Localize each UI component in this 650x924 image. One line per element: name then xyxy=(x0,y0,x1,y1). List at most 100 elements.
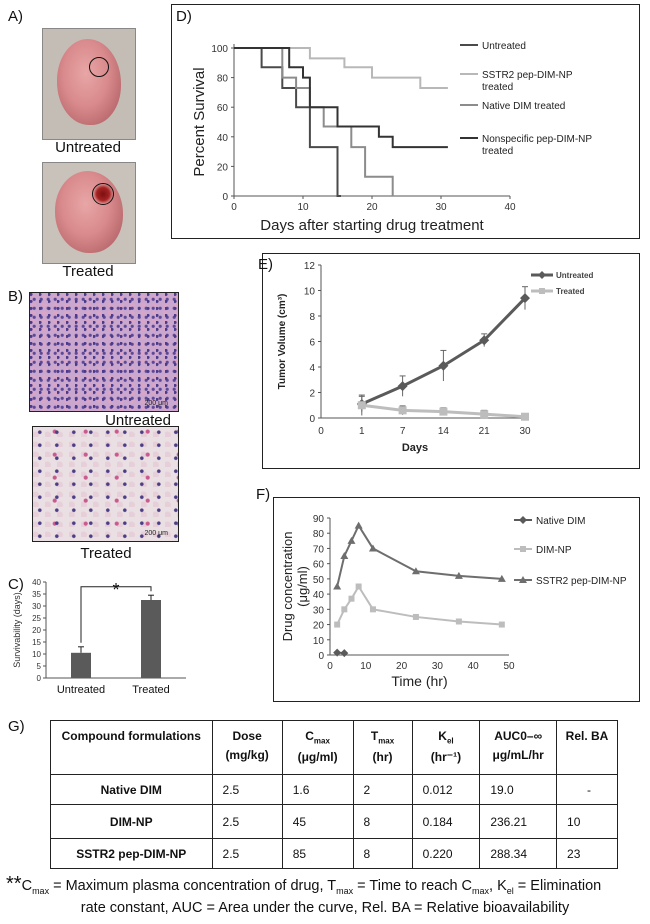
panel-e-label: E) xyxy=(258,256,273,273)
y-tick-label: 5 xyxy=(37,662,42,671)
panel-a-label: A) xyxy=(8,8,23,25)
y-tick-label: 8 xyxy=(309,312,315,323)
legend-marker xyxy=(520,546,526,552)
scale-bar: 200 μm xyxy=(144,530,169,537)
header-label: AUC0–∞ xyxy=(494,729,543,743)
data-point xyxy=(354,521,363,529)
header-unit: (μg/ml) xyxy=(297,750,338,765)
table-row: Native DIM 2.5 1.6 2 0.012 19.0- xyxy=(50,774,618,805)
data-point xyxy=(333,582,342,590)
bar-untreated xyxy=(71,652,91,678)
panel-d-frame xyxy=(171,4,640,239)
y-tick-label: 0 xyxy=(309,414,315,425)
table-cell: 2.5 xyxy=(211,838,283,869)
y-axis-label-unit: (μg/ml) xyxy=(295,566,310,607)
panel-b-treated-caption: Treated xyxy=(80,545,132,562)
header-subscript: max xyxy=(313,736,330,746)
legend-marker xyxy=(539,288,545,294)
table-cell: 85 xyxy=(281,838,354,869)
x-tick-label: 30 xyxy=(519,426,531,437)
header-label: T xyxy=(370,729,379,743)
scale-bar: 200 μm xyxy=(144,400,169,407)
data-point xyxy=(398,406,407,415)
panel-a-treated-caption: Treated xyxy=(62,263,114,280)
table-cell: 23 xyxy=(556,838,618,869)
data-point xyxy=(340,649,349,658)
chart-c: 0 5 10 15 20 25 30 35 40 Survivability (days) Untr… xyxy=(12,578,186,696)
y-tick-label: 40 xyxy=(32,578,41,587)
y-tick-label: 0 xyxy=(37,674,42,683)
y-tick-label: 0 xyxy=(318,651,324,662)
x-tick-label: 10 xyxy=(297,202,309,213)
x-tick-label: 21 xyxy=(479,426,491,437)
x-tick-label: 7 xyxy=(400,426,406,437)
y-tick-label: 60 xyxy=(217,103,229,114)
panel-b-untreated-caption: Untreated xyxy=(105,412,171,429)
x-tick-label: 30 xyxy=(432,661,444,672)
legend-label: Treated xyxy=(556,287,585,296)
y-tick-label: 25 xyxy=(32,614,41,623)
table-cell: 0.220 xyxy=(411,838,481,869)
untreated-histology-image: 200 μm xyxy=(29,292,179,412)
data-point xyxy=(369,606,376,613)
y-tick-label: 90 xyxy=(313,514,325,525)
chart-d: 0 20 40 60 80 100 0 10 20 30 40 Percent Survival Day… xyxy=(191,41,592,234)
table-row-name: Native DIM xyxy=(50,774,213,805)
table-header-row: Compound formulations Dose (mg/kg) Cmax (μg/… xyxy=(50,720,618,775)
treated-brain-photo xyxy=(42,162,136,264)
table-cell: 0.012 xyxy=(411,774,481,805)
y-tick-label: 40 xyxy=(313,590,325,601)
x-axis-label: Days after starting drug treatment xyxy=(260,217,484,234)
header-label: C xyxy=(305,729,314,743)
x-tick-label: 20 xyxy=(396,661,408,672)
panel-f-frame xyxy=(273,497,640,702)
table-cell: 0.184 xyxy=(411,804,481,839)
y-tick-label: 40 xyxy=(217,133,229,144)
data-point xyxy=(333,648,342,657)
series-line-3 xyxy=(234,47,394,196)
data-point xyxy=(498,621,505,628)
table-cell: 19.0 xyxy=(479,774,558,805)
legend-label-cont: treated xyxy=(482,146,513,157)
table-header-cell: Compound formulations xyxy=(50,720,213,775)
table-header-cell: Tmax (hr) xyxy=(352,720,413,775)
bar-treated xyxy=(141,600,161,678)
y-tick-label: 60 xyxy=(313,560,325,571)
x-tick-label: 40 xyxy=(468,661,480,672)
table-row: DIM-NP 2.5 45 8 0.184 236.21 10 xyxy=(50,804,618,839)
table-cell: 236.21 xyxy=(479,804,558,839)
data-point xyxy=(439,407,448,416)
data-point xyxy=(412,613,419,620)
data-point xyxy=(455,618,462,625)
data-point xyxy=(341,606,348,613)
y-tick-label: 20 xyxy=(32,626,41,635)
panel-c-label: C) xyxy=(8,576,24,593)
y-tick-label: 2 xyxy=(309,389,315,400)
table-cell: 45 xyxy=(281,804,354,839)
data-point xyxy=(454,571,463,579)
footnote-stars: ** xyxy=(6,873,22,895)
panel-a-untreated-caption: Untreated xyxy=(55,139,121,156)
x-axis-label: Time (hr) xyxy=(391,673,447,689)
data-point xyxy=(397,381,408,392)
table-row-name: SSTR2 pep-DIM-NP xyxy=(50,838,213,869)
y-tick-label: 80 xyxy=(217,74,229,85)
legend-label: Nonspecific pep-DIM-NP xyxy=(482,134,592,145)
y-tick-label: 35 xyxy=(32,590,41,599)
pk-table: Compound formulations Dose (mg/kg) Cmax (μg/… xyxy=(50,720,618,869)
data-point xyxy=(368,544,377,552)
y-tick-label: 100 xyxy=(211,44,228,55)
x-tick-label: 50 xyxy=(503,661,515,672)
y-tick-label: 10 xyxy=(304,287,316,298)
y-tick-label: 0 xyxy=(222,192,228,203)
y-axis-label: Drug concentration xyxy=(280,532,295,642)
table-cell: 1.6 xyxy=(281,774,354,805)
header-unit: (hr⁻¹) xyxy=(430,750,462,765)
x-tick-label: 1 xyxy=(359,426,365,437)
series-line-2 xyxy=(234,47,448,89)
y-tick-label: 10 xyxy=(313,636,325,647)
x-axis-label: Days xyxy=(402,442,428,454)
table-cell: 2 xyxy=(352,774,413,805)
chart-f: 0 10 20 30 40 50 60 70 80 90 0 10 20 30 40 50 Drug conce… xyxy=(280,514,627,689)
data-point xyxy=(438,360,449,371)
